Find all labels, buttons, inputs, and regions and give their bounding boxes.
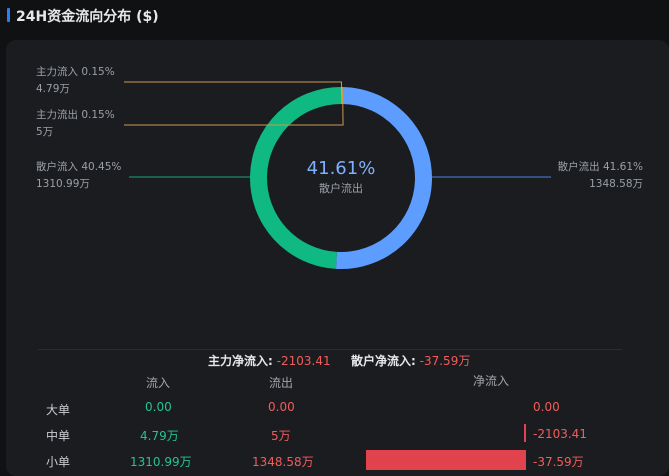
slice-amount-3: 1348.58万 bbox=[589, 178, 643, 190]
slice-3 bbox=[335, 87, 432, 269]
large-inflow: 0.00 bbox=[145, 400, 172, 414]
net-flow-summary: 主力净流入: -2103.41 散户净流入: -37.59万 bbox=[6, 352, 669, 372]
leader-line-1 bbox=[124, 87, 344, 126]
slice-amount-2: 1310.99万 bbox=[36, 178, 90, 190]
slice-label-2: 散户流入 40.45% bbox=[36, 160, 121, 173]
small-outflow: 1348.58万 bbox=[252, 455, 314, 469]
col-header-outflow: 流出 bbox=[269, 376, 294, 390]
slice-2 bbox=[250, 87, 341, 269]
section-header: 24H资金流向分布 ($) bbox=[0, 0, 669, 34]
slice-label-3: 散户流出 41.61% bbox=[558, 160, 643, 173]
slice-amount-1: 5万 bbox=[36, 126, 53, 138]
col-header-net: 净流入 bbox=[473, 374, 510, 388]
medium-net-bar bbox=[524, 424, 526, 442]
small-net-bar bbox=[366, 450, 526, 470]
col-header-inflow: 流入 bbox=[146, 376, 171, 390]
large-net: 0.00 bbox=[533, 400, 560, 414]
center-value: 41.61% bbox=[307, 158, 376, 179]
fund-flow-panel: 主力流入 0.15% 4.79万 主力流出 0.15% 5万 散户流入 40.45% 13… bbox=[6, 40, 669, 476]
slice-label-0: 主力流入 0.15% bbox=[36, 65, 115, 78]
retail-net-value: -37.59万 bbox=[419, 354, 471, 368]
small-net: -37.59万 bbox=[533, 455, 584, 469]
retail-net-label: 散户净流入: bbox=[351, 354, 416, 368]
row-label-small: 小单 bbox=[46, 455, 71, 469]
slice-0 bbox=[341, 87, 343, 105]
medium-outflow: 5万 bbox=[271, 429, 291, 443]
medium-inflow: 4.79万 bbox=[140, 429, 179, 443]
page-title: 24H资金流向分布 ($) bbox=[16, 9, 159, 25]
large-outflow: 0.00 bbox=[268, 400, 295, 414]
row-label-large: 大单 bbox=[46, 403, 71, 417]
medium-net: -2103.41 bbox=[533, 427, 587, 441]
center-label: 散户流出 bbox=[319, 181, 363, 195]
row-label-medium: 中单 bbox=[46, 429, 71, 443]
main-net-value: -2103.41 bbox=[276, 354, 331, 368]
title-accent-bar bbox=[7, 8, 10, 22]
small-inflow: 1310.99万 bbox=[130, 455, 192, 469]
divider bbox=[38, 349, 622, 350]
main-net-label: 主力净流入: bbox=[208, 354, 273, 368]
slice-amount-0: 4.79万 bbox=[36, 83, 70, 95]
slice-label-1: 主力流出 0.15% bbox=[36, 108, 115, 121]
leader-line-0 bbox=[124, 81, 343, 88]
